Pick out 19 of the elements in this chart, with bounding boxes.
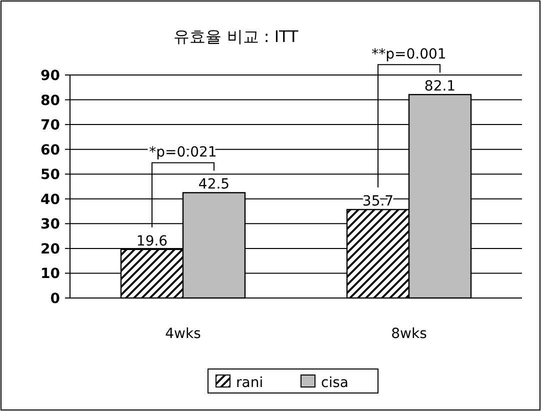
y-tick-label: 10 (40, 266, 60, 282)
text: **p=0.001 (372, 46, 446, 63)
chart-title: 유효율 비교 : ITT (174, 27, 299, 46)
y-tick-label: 90 (40, 68, 60, 84)
y-tick-label: 50 (40, 167, 60, 184)
data-label: 19.6 (136, 233, 168, 250)
x-tick-label: 4wks (165, 326, 201, 342)
y-tick-label: 80 (40, 92, 60, 109)
y-tick-label: 20 (40, 241, 60, 258)
legend-label: cisa (321, 375, 348, 391)
data-label: 42.5 (198, 176, 230, 193)
y-tick-label: 30 (40, 216, 60, 233)
y-tick-label: 0 (50, 291, 60, 307)
y-tick-label: 40 (40, 192, 60, 208)
y-tick-label: 60 (40, 142, 60, 158)
legend-label: rani (236, 375, 264, 391)
y-tick-label: 70 (40, 118, 60, 134)
data-label: 82.1 (424, 78, 456, 95)
x-tick-label: 8wks (391, 326, 427, 342)
